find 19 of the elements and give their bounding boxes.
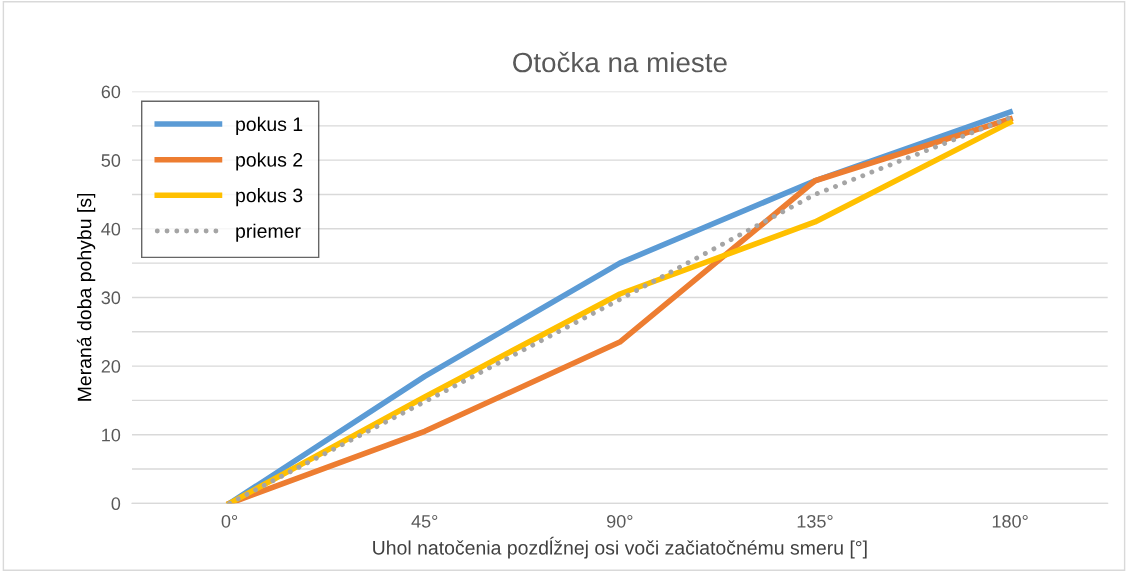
- legend-label: pokus 1: [236, 116, 303, 135]
- y-tick-label: 20: [101, 360, 121, 373]
- x-axis-title: Uhol natočenia pozdĺžnej osi voči začiatočnému smeru [°]: [373, 536, 867, 559]
- y-tick-label: 0: [111, 497, 121, 511]
- y-tick-label: 50: [101, 154, 121, 167]
- legend-label: priemer: [236, 223, 301, 242]
- x-tick-label: 0°: [221, 514, 238, 528]
- y-tick-label: 40: [101, 222, 121, 236]
- y-tick-label: 30: [101, 291, 121, 305]
- x-tick-label: 135°: [797, 514, 833, 528]
- y-tick-label: 60: [101, 85, 121, 99]
- y-axis-title: Meraná doba pohybu [s]: [76, 193, 96, 401]
- x-tick-label: 45°: [411, 514, 438, 528]
- y-tick-label: 10: [102, 428, 121, 442]
- legend-label: pokus 3: [236, 188, 303, 207]
- legend-label: pokus 2: [236, 152, 303, 171]
- x-tick-label: 180°: [992, 514, 1028, 528]
- x-tick-label: 90°: [607, 514, 633, 528]
- chart-title: Otočka na mieste: [513, 51, 727, 73]
